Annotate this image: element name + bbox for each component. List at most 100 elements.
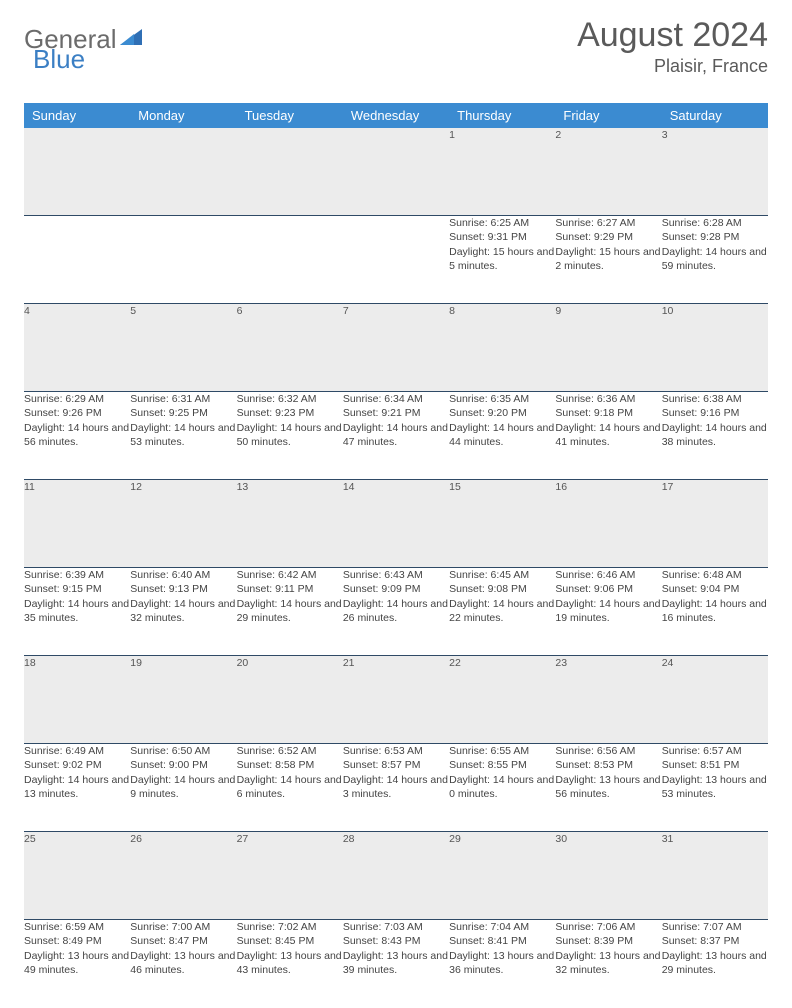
day-number-row: 25262728293031 — [24, 832, 768, 920]
daylight-text: Daylight: 14 hours and 19 minutes. — [555, 597, 661, 625]
weekday-tuesday: Tuesday — [237, 103, 343, 128]
sunset-text: Sunset: 9:13 PM — [130, 582, 236, 596]
header: General August 2024 Plaisir, France — [24, 18, 768, 77]
daylight-text: Daylight: 13 hours and 56 minutes. — [555, 773, 661, 801]
sunrise-text: Sunrise: 6:28 AM — [662, 216, 768, 230]
sunset-text: Sunset: 9:25 PM — [130, 406, 236, 420]
day-number-cell: 11 — [24, 480, 130, 568]
daylight-text: Daylight: 14 hours and 13 minutes. — [24, 773, 130, 801]
sunrise-text: Sunrise: 6:36 AM — [555, 392, 661, 406]
day-info-cell: Sunrise: 7:00 AMSunset: 8:47 PMDaylight:… — [130, 920, 236, 1008]
day-number-cell: 22 — [449, 656, 555, 744]
weekday-thursday: Thursday — [449, 103, 555, 128]
daylight-text: Daylight: 14 hours and 3 minutes. — [343, 773, 449, 801]
day-number-cell — [24, 128, 130, 216]
sunrise-text: Sunrise: 6:57 AM — [662, 744, 768, 758]
weekday-wednesday: Wednesday — [343, 103, 449, 128]
sunset-text: Sunset: 8:51 PM — [662, 758, 768, 772]
daylight-text: Daylight: 14 hours and 26 minutes. — [343, 597, 449, 625]
day-info-cell: Sunrise: 7:04 AMSunset: 8:41 PMDaylight:… — [449, 920, 555, 1008]
day-info-cell: Sunrise: 6:35 AMSunset: 9:20 PMDaylight:… — [449, 392, 555, 480]
sunrise-text: Sunrise: 7:06 AM — [555, 920, 661, 934]
sunrise-text: Sunrise: 6:52 AM — [237, 744, 343, 758]
day-number-row: 45678910 — [24, 304, 768, 392]
day-number-cell: 30 — [555, 832, 661, 920]
daylight-text: Daylight: 14 hours and 59 minutes. — [662, 245, 768, 273]
day-number-row: 11121314151617 — [24, 480, 768, 568]
daylight-text: Daylight: 15 hours and 2 minutes. — [555, 245, 661, 273]
day-info-cell: Sunrise: 6:29 AMSunset: 9:26 PMDaylight:… — [24, 392, 130, 480]
sunset-text: Sunset: 9:11 PM — [237, 582, 343, 596]
sunrise-text: Sunrise: 6:59 AM — [24, 920, 130, 934]
day-info-row: Sunrise: 6:59 AMSunset: 8:49 PMDaylight:… — [24, 920, 768, 1008]
day-number-cell: 9 — [555, 304, 661, 392]
day-number-cell — [130, 128, 236, 216]
sunrise-text: Sunrise: 7:00 AM — [130, 920, 236, 934]
sunset-text: Sunset: 9:21 PM — [343, 406, 449, 420]
daylight-text: Daylight: 14 hours and 6 minutes. — [237, 773, 343, 801]
sunset-text: Sunset: 9:29 PM — [555, 230, 661, 244]
sunrise-text: Sunrise: 7:03 AM — [343, 920, 449, 934]
weekday-header: Sunday Monday Tuesday Wednesday Thursday… — [24, 103, 768, 128]
day-number-cell: 31 — [662, 832, 768, 920]
day-info-cell: Sunrise: 7:07 AMSunset: 8:37 PMDaylight:… — [662, 920, 768, 1008]
daylight-text: Daylight: 14 hours and 29 minutes. — [237, 597, 343, 625]
weekday-saturday: Saturday — [662, 103, 768, 128]
daylight-text: Daylight: 14 hours and 56 minutes. — [24, 421, 130, 449]
month-title: August 2024 — [577, 18, 768, 54]
daylight-text: Daylight: 14 hours and 35 minutes. — [24, 597, 130, 625]
sunset-text: Sunset: 9:23 PM — [237, 406, 343, 420]
day-info-cell: Sunrise: 6:31 AMSunset: 9:25 PMDaylight:… — [130, 392, 236, 480]
day-info-cell: Sunrise: 6:28 AMSunset: 9:28 PMDaylight:… — [662, 216, 768, 304]
brand-part2-wrap: Blue — [33, 44, 85, 75]
sunrise-text: Sunrise: 6:53 AM — [343, 744, 449, 758]
sunset-text: Sunset: 8:55 PM — [449, 758, 555, 772]
daylight-text: Daylight: 13 hours and 43 minutes. — [237, 949, 343, 977]
brand-triangle-icon — [120, 27, 142, 52]
sunset-text: Sunset: 8:41 PM — [449, 934, 555, 948]
day-number-cell: 15 — [449, 480, 555, 568]
day-number-cell: 20 — [237, 656, 343, 744]
sunrise-text: Sunrise: 6:32 AM — [237, 392, 343, 406]
sunset-text: Sunset: 9:09 PM — [343, 582, 449, 596]
day-info-cell: Sunrise: 6:49 AMSunset: 9:02 PMDaylight:… — [24, 744, 130, 832]
daylight-text: Daylight: 14 hours and 44 minutes. — [449, 421, 555, 449]
daylight-text: Daylight: 13 hours and 46 minutes. — [130, 949, 236, 977]
daylight-text: Daylight: 13 hours and 39 minutes. — [343, 949, 449, 977]
day-number-cell: 6 — [237, 304, 343, 392]
daylight-text: Daylight: 14 hours and 47 minutes. — [343, 421, 449, 449]
day-number-cell: 29 — [449, 832, 555, 920]
day-info-row: Sunrise: 6:29 AMSunset: 9:26 PMDaylight:… — [24, 392, 768, 480]
day-info-cell: Sunrise: 6:34 AMSunset: 9:21 PMDaylight:… — [343, 392, 449, 480]
sunrise-text: Sunrise: 7:07 AM — [662, 920, 768, 934]
day-info-cell: Sunrise: 6:50 AMSunset: 9:00 PMDaylight:… — [130, 744, 236, 832]
sunrise-text: Sunrise: 6:49 AM — [24, 744, 130, 758]
sunset-text: Sunset: 8:53 PM — [555, 758, 661, 772]
sunrise-text: Sunrise: 7:02 AM — [237, 920, 343, 934]
day-number-cell: 27 — [237, 832, 343, 920]
sunrise-text: Sunrise: 6:56 AM — [555, 744, 661, 758]
day-number-cell: 21 — [343, 656, 449, 744]
calendar-body: 123Sunrise: 6:25 AMSunset: 9:31 PMDaylig… — [24, 128, 768, 1008]
day-number-cell: 2 — [555, 128, 661, 216]
sunrise-text: Sunrise: 6:55 AM — [449, 744, 555, 758]
day-info-cell: Sunrise: 7:02 AMSunset: 8:45 PMDaylight:… — [237, 920, 343, 1008]
calendar-table: Sunday Monday Tuesday Wednesday Thursday… — [24, 103, 768, 1008]
sunset-text: Sunset: 9:02 PM — [24, 758, 130, 772]
day-info-cell: Sunrise: 6:32 AMSunset: 9:23 PMDaylight:… — [237, 392, 343, 480]
day-info-cell — [237, 216, 343, 304]
day-number-row: 123 — [24, 128, 768, 216]
sunrise-text: Sunrise: 6:48 AM — [662, 568, 768, 582]
day-info-cell: Sunrise: 7:06 AMSunset: 8:39 PMDaylight:… — [555, 920, 661, 1008]
daylight-text: Daylight: 13 hours and 29 minutes. — [662, 949, 768, 977]
day-info-cell: Sunrise: 6:38 AMSunset: 9:16 PMDaylight:… — [662, 392, 768, 480]
day-info-cell — [343, 216, 449, 304]
day-number-cell — [237, 128, 343, 216]
sunrise-text: Sunrise: 6:29 AM — [24, 392, 130, 406]
day-info-cell: Sunrise: 6:59 AMSunset: 8:49 PMDaylight:… — [24, 920, 130, 1008]
day-number-cell: 7 — [343, 304, 449, 392]
daylight-text: Daylight: 13 hours and 36 minutes. — [449, 949, 555, 977]
sunset-text: Sunset: 9:04 PM — [662, 582, 768, 596]
day-number-cell: 25 — [24, 832, 130, 920]
sunrise-text: Sunrise: 6:25 AM — [449, 216, 555, 230]
